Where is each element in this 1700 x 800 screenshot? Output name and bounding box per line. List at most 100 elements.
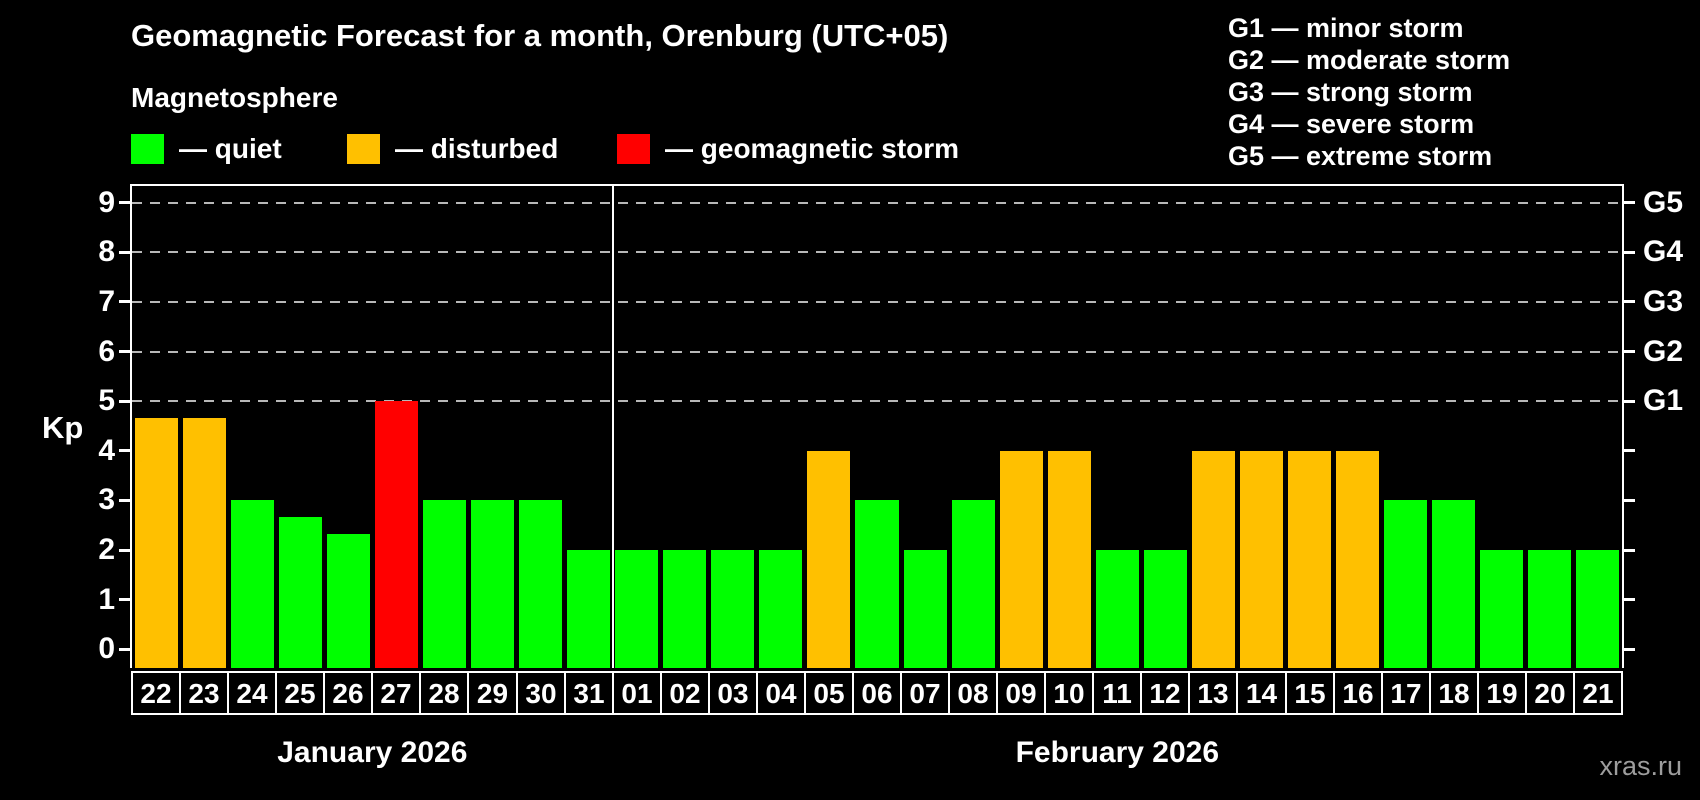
y-axis-tick-left-5 — [119, 399, 130, 403]
day-label-29: 29 — [467, 671, 518, 715]
day-label-23: 23 — [179, 671, 229, 715]
day-label-30: 30 — [516, 671, 566, 715]
kp-bar-day-30 — [519, 500, 563, 668]
y-axis-tick-label-1: 1 — [98, 582, 115, 616]
legend-item-disturbed: — disturbed — [347, 133, 558, 165]
y-axis-tick-label-2: 2 — [98, 533, 115, 567]
y-axis-tick-label-3: 3 — [98, 483, 115, 517]
kp-bar-day-09 — [999, 450, 1043, 668]
legend-swatch-disturbed — [347, 134, 380, 164]
legend-item-quiet: — quiet — [131, 133, 282, 165]
day-label-10: 10 — [1044, 671, 1094, 715]
day-label-01: 01 — [612, 671, 662, 715]
y-axis-tick-left-2 — [119, 548, 130, 552]
day-label-24: 24 — [227, 671, 277, 715]
kp-bar-day-04 — [759, 550, 803, 668]
kp-bar-day-08 — [951, 500, 995, 668]
day-label-02: 02 — [660, 671, 710, 715]
magnetosphere-label: Magnetosphere — [131, 82, 338, 113]
month-divider — [611, 186, 614, 668]
y-axis-tick-left-6 — [119, 350, 130, 354]
legend-label-quiet: — quiet — [179, 133, 282, 164]
y-axis-tick-left-9 — [119, 201, 130, 205]
g-scale-legend: G1 — minor storm G2 — moderate storm G3 — … — [1228, 12, 1510, 172]
plot-area — [130, 184, 1624, 668]
legend-label-storm: — geomagnetic storm — [665, 133, 960, 164]
kp-bar-day-29 — [470, 500, 514, 668]
kp-bar-day-15 — [1288, 450, 1332, 668]
kp-bar-day-25 — [278, 516, 322, 668]
y-axis-tick-left-7 — [119, 300, 130, 304]
kp-bar-day-01 — [615, 550, 659, 668]
y-axis-tick-right-1 — [1624, 598, 1635, 602]
y-axis-tick-label-5: 5 — [98, 384, 115, 418]
kp-bar-day-10 — [1047, 450, 1091, 668]
kp-bar-day-19 — [1480, 550, 1524, 668]
day-label-08: 08 — [948, 671, 998, 715]
day-label-14: 14 — [1236, 671, 1287, 715]
g-legend-line-5: G5 — extreme storm — [1228, 141, 1493, 171]
g-legend-line-2: G2 — moderate storm — [1228, 45, 1511, 75]
g-scale-label-G5: G5 — [1643, 185, 1684, 219]
kp-bar-day-27 — [374, 401, 418, 668]
kp-bar-day-18 — [1432, 500, 1476, 668]
y-axis-tick-right-4 — [1624, 449, 1635, 453]
y-axis-tick-right-0 — [1624, 647, 1635, 651]
legend-swatch-quiet — [131, 134, 164, 164]
y-axis-tick-label-6: 6 — [98, 334, 115, 368]
gridline-kp-5 — [132, 400, 1622, 403]
watermark: xras.ru — [1599, 751, 1682, 781]
day-label-09: 09 — [996, 671, 1046, 715]
kp-bar-day-13 — [1191, 450, 1235, 668]
y-axis-tick-left-8 — [119, 250, 130, 254]
legend-label-disturbed: — disturbed — [395, 133, 559, 164]
g-legend-line-3: G3 — strong storm — [1228, 77, 1473, 107]
kp-bar-day-05 — [807, 450, 851, 668]
day-label-17: 17 — [1381, 671, 1431, 715]
y-axis-tick-right-5 — [1624, 399, 1635, 403]
kp-bar-day-11 — [1095, 550, 1139, 668]
day-label-05: 05 — [804, 671, 854, 715]
kp-bar-day-02 — [663, 550, 707, 668]
kp-bar-day-12 — [1143, 550, 1187, 668]
day-label-15: 15 — [1285, 671, 1335, 715]
kp-bar-day-26 — [326, 533, 370, 668]
day-label-16: 16 — [1333, 671, 1383, 715]
y-axis-tick-right-8 — [1624, 250, 1635, 254]
day-label-03: 03 — [708, 671, 758, 715]
y-axis-label: Kp — [42, 410, 84, 445]
y-axis-tick-left-1 — [119, 598, 130, 602]
y-axis-tick-label-9: 9 — [98, 185, 115, 219]
month-label: February 2026 — [1015, 736, 1220, 769]
kp-bar-day-23 — [182, 417, 226, 668]
kp-bar-day-03 — [711, 550, 755, 668]
day-label-31: 31 — [564, 671, 614, 715]
kp-bar-day-07 — [903, 550, 947, 668]
day-label-12: 12 — [1140, 671, 1190, 715]
g-scale-label-G3: G3 — [1643, 284, 1684, 318]
kp-bar-day-22 — [134, 417, 178, 668]
kp-bar-day-16 — [1336, 450, 1380, 668]
kp-bar-day-20 — [1528, 550, 1572, 668]
y-axis-tick-right-9 — [1624, 201, 1635, 205]
kp-bar-day-28 — [422, 500, 466, 668]
day-label-22: 22 — [131, 671, 181, 715]
day-label-26: 26 — [323, 671, 373, 715]
day-label-21: 21 — [1573, 671, 1623, 715]
day-label-28: 28 — [419, 671, 469, 715]
legend-item-storm: — geomagnetic storm — [617, 133, 959, 165]
y-axis-tick-left-4 — [119, 449, 130, 453]
kp-bar-day-31 — [567, 550, 611, 668]
day-label-13: 13 — [1188, 671, 1238, 715]
y-axis-tick-label-0: 0 — [98, 632, 115, 666]
g-legend-line-1: G1 — minor storm — [1228, 13, 1464, 43]
gridline-kp-8 — [132, 251, 1622, 254]
g-legend-line-4: G4 — severe storm — [1228, 109, 1475, 139]
kp-bar-day-14 — [1239, 450, 1284, 668]
y-axis-tick-left-3 — [119, 498, 130, 502]
y-axis-tick-label-4: 4 — [98, 433, 115, 467]
day-label-27: 27 — [371, 671, 421, 715]
day-label-11: 11 — [1092, 671, 1142, 715]
y-axis-tick-right-2 — [1624, 548, 1635, 552]
